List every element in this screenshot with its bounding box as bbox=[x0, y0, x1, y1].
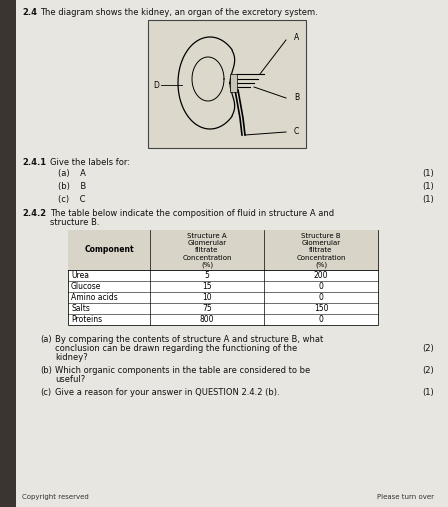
Text: C: C bbox=[294, 127, 299, 136]
Text: (a): (a) bbox=[40, 335, 52, 344]
Text: 0: 0 bbox=[319, 282, 323, 291]
Text: Give a reason for your answer in QUESTION 2.4.2 (b).: Give a reason for your answer in QUESTIO… bbox=[55, 388, 280, 397]
Text: (b): (b) bbox=[40, 366, 52, 375]
Text: Amino acids: Amino acids bbox=[71, 293, 118, 302]
Text: 200: 200 bbox=[314, 271, 328, 280]
Text: (a)    A: (a) A bbox=[58, 169, 86, 178]
Text: (1): (1) bbox=[422, 388, 434, 397]
Text: Structure B
Glomerular
filtrate
Concentration
(%): Structure B Glomerular filtrate Concentr… bbox=[296, 233, 346, 269]
Bar bbox=[148, 20, 306, 148]
Text: (c): (c) bbox=[40, 388, 51, 397]
Text: conclusion can be drawn regarding the functioning of the: conclusion can be drawn regarding the fu… bbox=[55, 344, 297, 353]
Text: Component: Component bbox=[84, 245, 134, 255]
Text: (2): (2) bbox=[422, 366, 434, 375]
Text: 0: 0 bbox=[319, 315, 323, 324]
Text: Structure A
Glomerular
filtrate
Concentration
(%): Structure A Glomerular filtrate Concentr… bbox=[182, 233, 232, 269]
Text: kidney?: kidney? bbox=[55, 353, 88, 362]
Bar bbox=[230, 74, 237, 92]
Text: Salts: Salts bbox=[71, 304, 90, 313]
Text: The diagram shows the kidney, an organ of the excretory system.: The diagram shows the kidney, an organ o… bbox=[40, 8, 318, 17]
Text: By comparing the contents of structure A and structure B, what: By comparing the contents of structure A… bbox=[55, 335, 323, 344]
Text: Proteins: Proteins bbox=[71, 315, 102, 324]
Bar bbox=[68, 230, 378, 325]
Text: structure B.: structure B. bbox=[50, 218, 99, 227]
Text: 2.4: 2.4 bbox=[22, 8, 37, 17]
Text: 10: 10 bbox=[202, 293, 212, 302]
Bar bbox=[68, 230, 378, 270]
Text: 150: 150 bbox=[314, 304, 328, 313]
Text: 0: 0 bbox=[319, 293, 323, 302]
Text: Urea: Urea bbox=[71, 271, 89, 280]
Text: Which organic components in the table are considered to be: Which organic components in the table ar… bbox=[55, 366, 310, 375]
Bar bbox=[0, 0, 16, 507]
Text: 75: 75 bbox=[202, 304, 212, 313]
Text: 800: 800 bbox=[200, 315, 214, 324]
Text: 5: 5 bbox=[205, 271, 209, 280]
Text: A: A bbox=[294, 33, 299, 43]
Text: (2): (2) bbox=[422, 344, 434, 353]
Text: (1): (1) bbox=[422, 169, 434, 178]
Text: The table below indicate the composition of fluid in structure A and: The table below indicate the composition… bbox=[50, 209, 334, 218]
Text: 15: 15 bbox=[202, 282, 212, 291]
Text: useful?: useful? bbox=[55, 375, 85, 384]
Text: 2.4.2: 2.4.2 bbox=[22, 209, 46, 218]
Text: Give the labels for:: Give the labels for: bbox=[50, 158, 130, 167]
Text: (1): (1) bbox=[422, 182, 434, 191]
Text: D: D bbox=[153, 81, 159, 90]
Text: Glucose: Glucose bbox=[71, 282, 101, 291]
Text: B: B bbox=[294, 93, 299, 102]
Text: (c)    C: (c) C bbox=[58, 195, 86, 204]
Text: (b)    B: (b) B bbox=[58, 182, 86, 191]
Text: Copyright reserved: Copyright reserved bbox=[22, 494, 89, 500]
Text: Please turn over: Please turn over bbox=[377, 494, 434, 500]
Text: 2.4.1: 2.4.1 bbox=[22, 158, 46, 167]
Text: (1): (1) bbox=[422, 195, 434, 204]
